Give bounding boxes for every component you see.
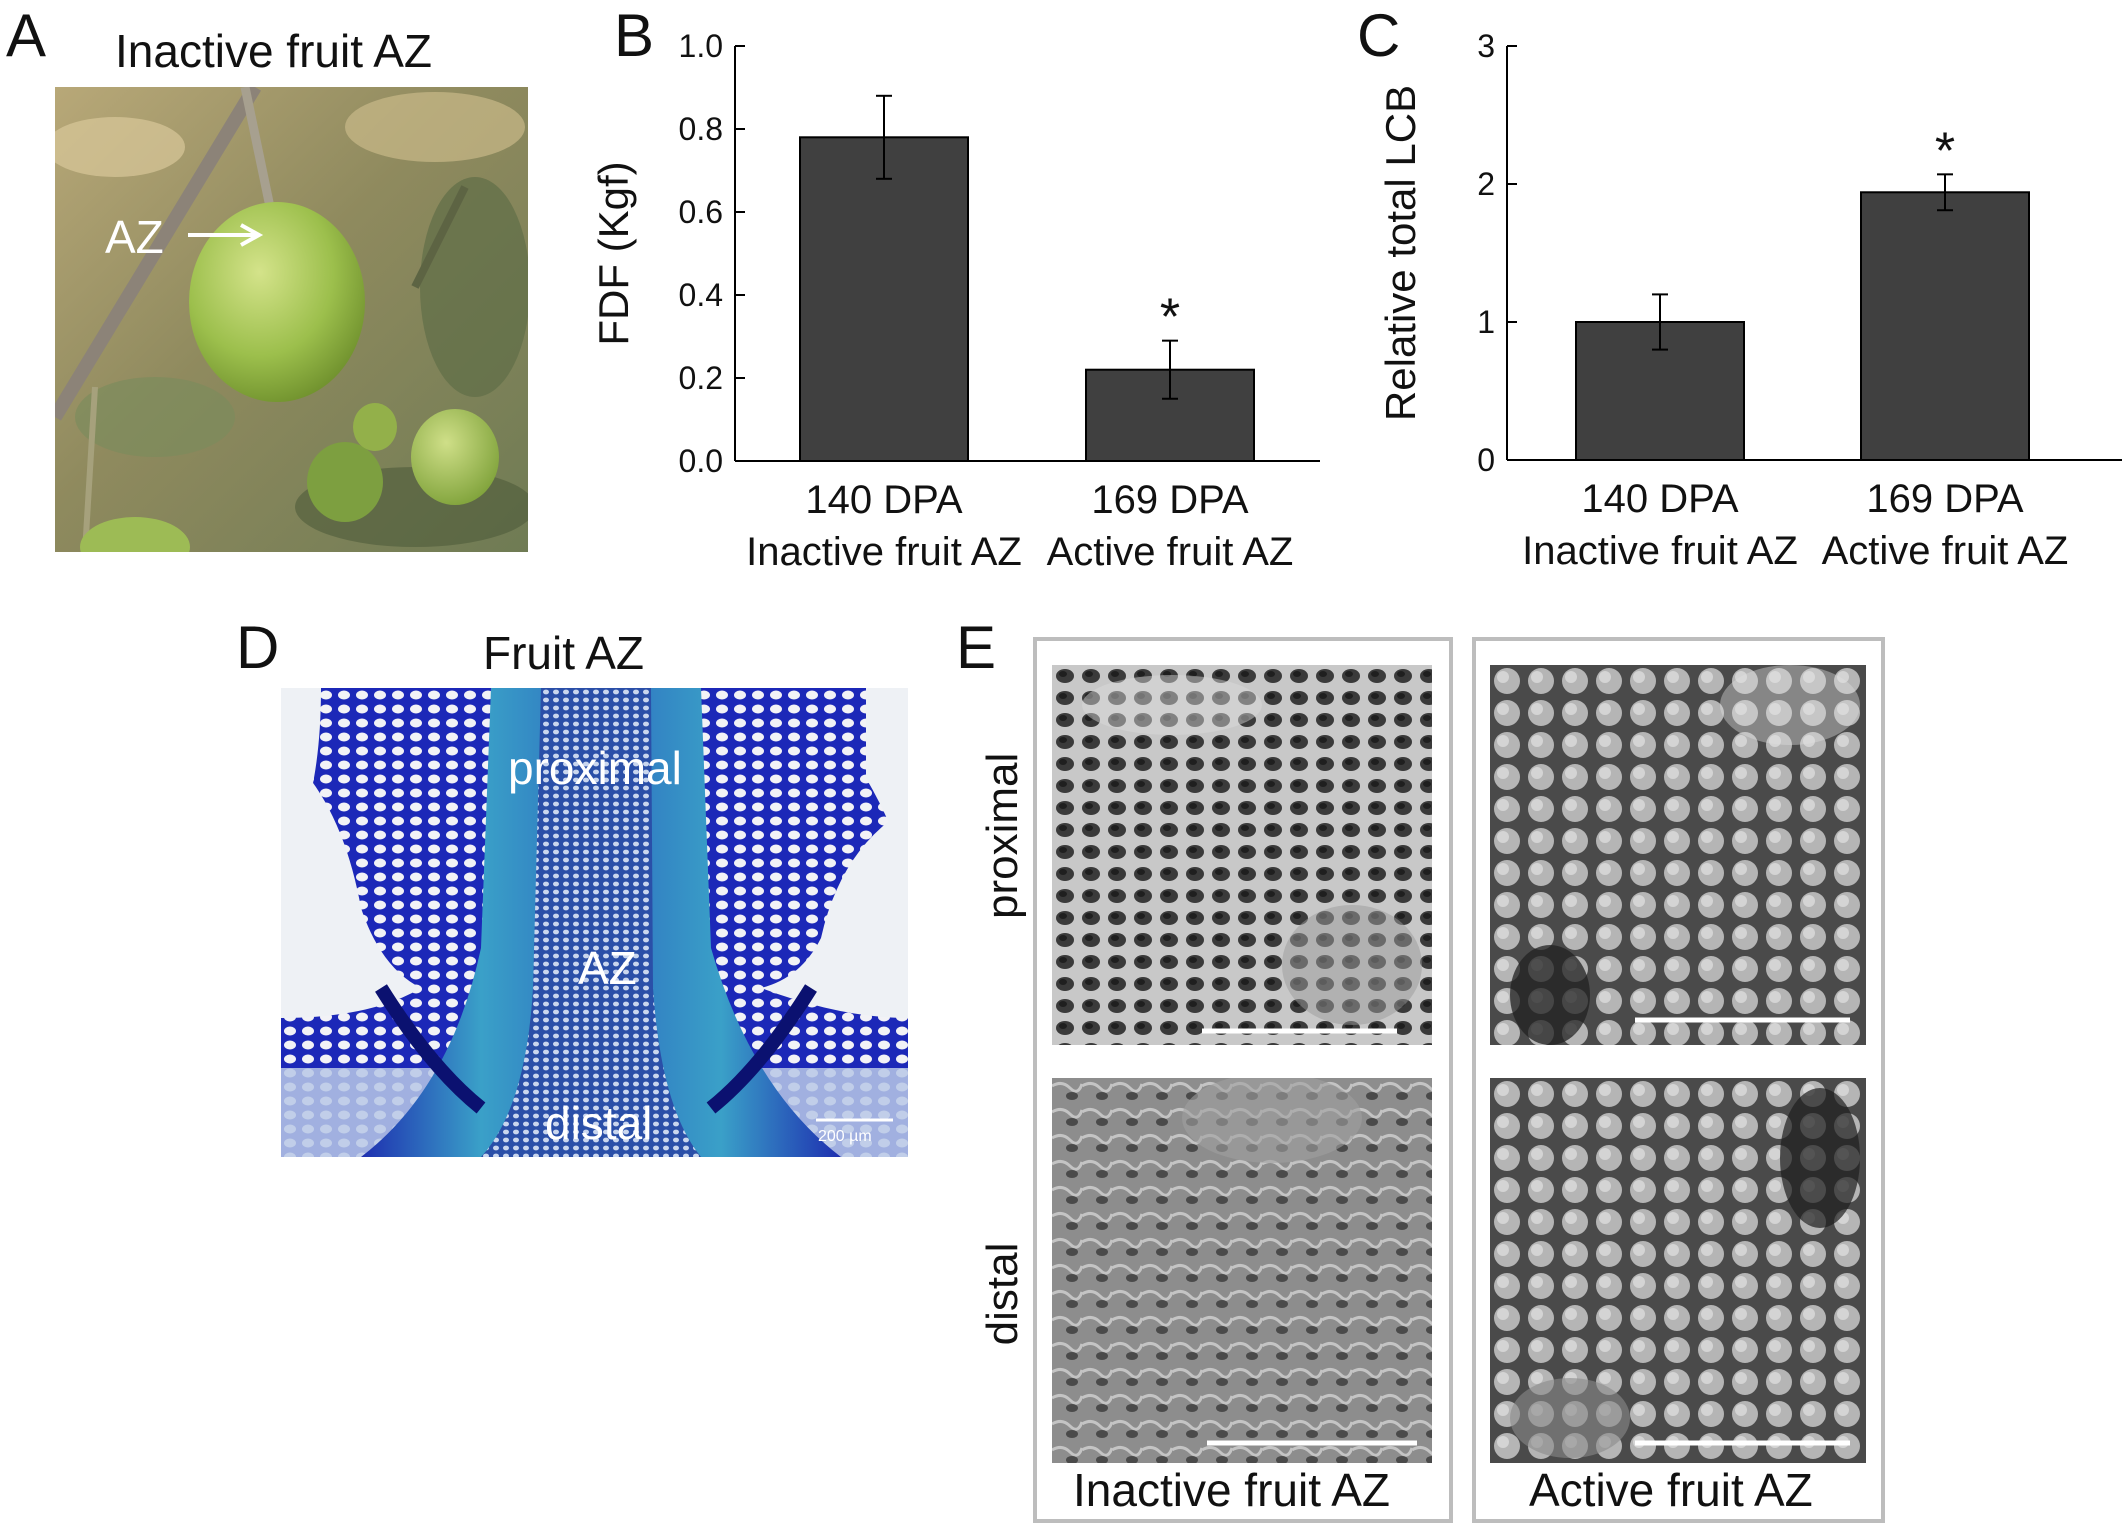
olive-fruit-photo-drawing — [55, 87, 528, 552]
panel-d-title: Fruit AZ — [483, 627, 645, 679]
x-category-sublabel: Inactive fruit AZ — [1522, 529, 1798, 573]
y-tick-label: 0.6 — [679, 194, 723, 230]
panel-a-title: Inactive fruit AZ — [115, 25, 433, 77]
x-category-label: 140 DPA — [805, 478, 962, 522]
sem-col-label-inactive: Inactive fruit AZ — [1073, 1464, 1391, 1516]
sem-active-proximal — [1490, 665, 1866, 1045]
az-section-drawing — [281, 688, 908, 1157]
y-tick-label: 0.8 — [679, 111, 723, 147]
y-tick-label: 1.0 — [679, 28, 723, 64]
section-label-proximal: proximal — [508, 742, 682, 794]
sem-inactive-distal — [1052, 1078, 1432, 1463]
sem-active-distal-drawing — [1490, 1078, 1866, 1463]
y-tick-label: 0.0 — [679, 443, 723, 479]
x-category-sublabel: Inactive fruit AZ — [746, 530, 1022, 574]
az-section-micrograph — [281, 688, 908, 1157]
sem-inactive-proximal-drawing — [1052, 665, 1432, 1045]
y-tick-label: 1 — [1477, 304, 1495, 340]
y-tick-label: 2 — [1477, 166, 1495, 202]
lcb-bar-chart: 0 1 2 3 Relative total LCB 140 DPA Inactive fr… — [1377, 28, 2122, 573]
significance-asterisk: * — [1160, 289, 1180, 347]
y-tick-label: 3 — [1477, 28, 1495, 64]
x-category-label: 169 DPA — [1091, 478, 1248, 522]
scale-bar-label: 200 µm — [818, 1128, 872, 1145]
y-axis-label: Relative total LCB — [1377, 85, 1424, 421]
panel-a-letter: A — [6, 2, 47, 69]
sem-active-proximal-drawing — [1490, 665, 1866, 1045]
panel-d-letter: D — [236, 614, 280, 681]
sem-inactive-proximal — [1052, 665, 1432, 1045]
significance-asterisk: * — [1935, 122, 1955, 180]
x-category-label: 140 DPA — [1581, 477, 1738, 521]
sem-col-label-active: Active fruit AZ — [1529, 1464, 1813, 1516]
x-category-sublabel: Active fruit AZ — [1047, 530, 1294, 574]
x-category-sublabel: Active fruit AZ — [1822, 529, 2069, 573]
section-label-distal: distal — [545, 1097, 653, 1149]
y-axis-label: FDF (Kgf) — [590, 161, 637, 345]
sem-row-label-distal: distal — [978, 1242, 1027, 1346]
panel-c-letter: C — [1357, 2, 1401, 69]
y-tick-label: 0 — [1477, 442, 1495, 478]
sem-frame-inactive — [1033, 637, 1453, 1523]
y-tick-label: 0.4 — [679, 277, 723, 313]
section-label-az: AZ — [578, 942, 637, 994]
x-category-label: 169 DPA — [1866, 477, 2023, 521]
panel-e-letter: E — [956, 614, 997, 681]
y-tick-label: 0.2 — [679, 360, 723, 396]
panel-b-letter: B — [614, 2, 655, 69]
bar — [799, 136, 969, 463]
az-arrow-label: AZ — [105, 211, 164, 263]
olive-fruit-photo — [55, 87, 528, 552]
sem-frame-active — [1472, 637, 1885, 1523]
bar — [1860, 191, 2030, 461]
sem-active-distal — [1490, 1078, 1866, 1463]
sem-row-label-proximal: proximal — [978, 752, 1027, 919]
sem-inactive-distal-drawing — [1052, 1078, 1432, 1463]
fdf-bar-chart: 0.0 0.2 0.4 0.6 0.8 1.0 FDF (Kgf) 140 DPA Inacti… — [590, 28, 1320, 574]
